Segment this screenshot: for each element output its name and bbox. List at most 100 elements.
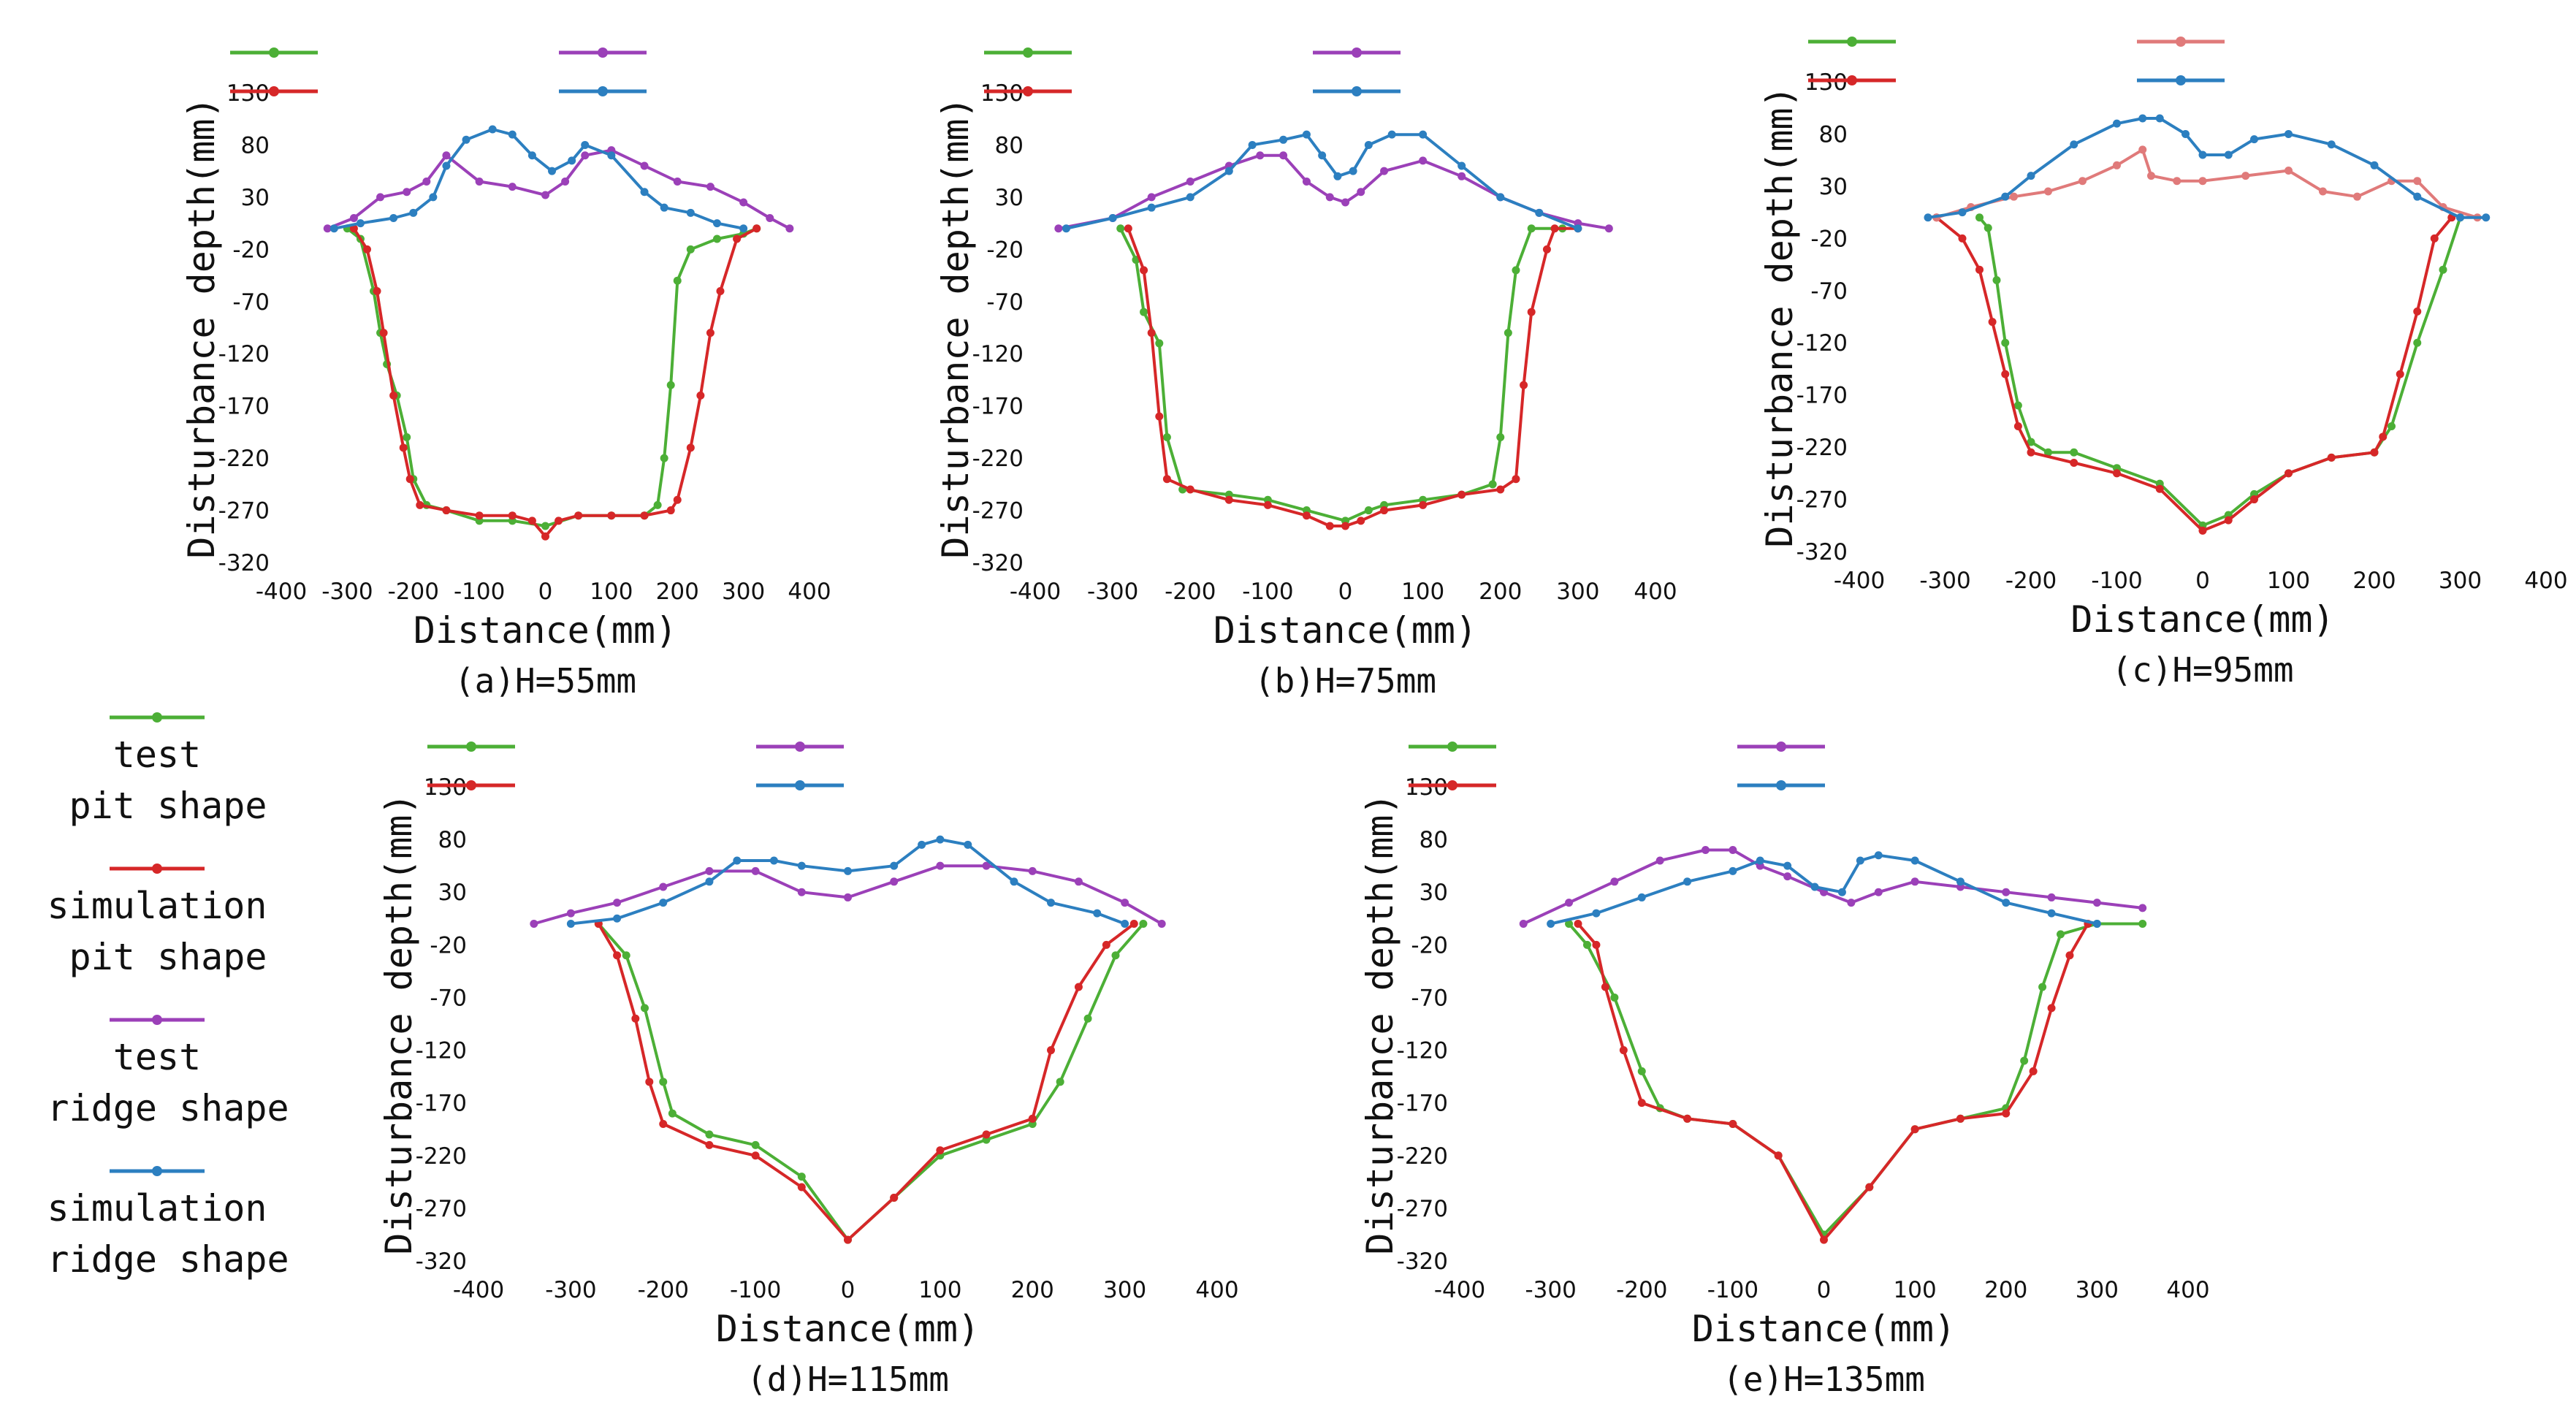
data-point	[1121, 919, 1129, 928]
y-tick-label: -70	[1810, 278, 1848, 305]
legend-swatch-marker	[1352, 86, 1362, 96]
data-point	[890, 1193, 899, 1202]
data-point	[2353, 192, 2361, 201]
data-point	[566, 909, 575, 918]
x-tick-label: -200	[2005, 568, 2057, 594]
x-tick-label: 0	[1817, 1277, 1832, 1303]
data-point	[403, 433, 411, 442]
data-point	[442, 151, 451, 160]
data-point	[1565, 899, 1574, 907]
y-tick-label: 80	[1819, 121, 1848, 148]
figure-legend: test pit shape simulation pit shape test ridg…	[47, 712, 289, 1281]
data-point	[1810, 883, 1819, 891]
data-point	[405, 475, 414, 484]
data-point	[527, 516, 536, 525]
legend-label-line2: ridge shape	[47, 1087, 289, 1129]
y-tick-label: 80	[241, 132, 270, 159]
data-point	[527, 151, 536, 160]
data-point	[936, 835, 945, 844]
y-tick-label: 30	[1819, 174, 1848, 200]
data-point	[1147, 193, 1156, 202]
data-point	[785, 224, 794, 233]
x-tick-label: 0	[2195, 568, 2210, 594]
x-tick-label: 300	[1103, 1277, 1146, 1303]
legend-swatch-marker	[2176, 37, 2186, 47]
data-point	[1592, 940, 1601, 949]
data-point	[2013, 401, 2022, 410]
data-point	[323, 224, 332, 233]
data-point	[1527, 308, 1536, 316]
data-point	[1783, 861, 1792, 870]
data-point	[488, 125, 497, 134]
data-point	[2439, 265, 2447, 274]
data-point	[1956, 1114, 1965, 1123]
data-point	[1837, 888, 1846, 896]
data-point	[752, 224, 761, 233]
data-point	[1457, 490, 1466, 499]
data-point	[2388, 422, 2396, 431]
data-point	[659, 883, 668, 891]
data-point	[1601, 983, 1609, 991]
legend-swatch-marker	[466, 742, 476, 752]
data-point	[541, 532, 549, 541]
chart-panel: 130 80 30 -20 -70 -120 -170 -220 -270 -320 -400 -30…	[934, 47, 1677, 701]
x-tick-label: 100	[1401, 579, 1444, 605]
series-line	[1568, 922, 2143, 1236]
data-point	[2070, 140, 2078, 149]
data-point	[2047, 1004, 2056, 1013]
data-point	[422, 177, 431, 186]
data-point	[1619, 1046, 1628, 1055]
data-point	[2327, 140, 2336, 149]
data-point	[2047, 893, 2056, 902]
data-point	[739, 224, 748, 233]
data-point	[2002, 899, 2011, 907]
data-point	[645, 1078, 654, 1086]
legend-entry: simulation ridge shape	[47, 1166, 289, 1281]
data-point	[712, 235, 721, 243]
legend-swatch	[427, 780, 515, 790]
data-point	[751, 1151, 760, 1160]
data-point	[1357, 188, 1365, 197]
x-tick-label: 400	[788, 579, 831, 605]
data-point	[1111, 951, 1120, 960]
data-series	[1932, 213, 2456, 535]
y-tick-label: -120	[218, 341, 270, 367]
data-point	[686, 245, 695, 254]
x-tick-label: 300	[2439, 568, 2482, 594]
data-point	[964, 840, 972, 849]
y-tick-label: -320	[416, 1249, 467, 1275]
data-point	[2078, 177, 2087, 186]
data-point	[918, 840, 926, 849]
y-tick-label: -220	[416, 1143, 467, 1170]
data-point	[705, 1130, 714, 1139]
legend-label-line1: test	[113, 1036, 201, 1078]
x-tick-label: -300	[1919, 568, 1970, 594]
data-point	[640, 188, 649, 197]
x-tick-label: -100	[1707, 1277, 1758, 1303]
y-tick-label: -220	[972, 446, 1024, 472]
y-tick-label: 30	[1420, 880, 1448, 906]
data-point	[1047, 1046, 1056, 1055]
data-point	[1527, 224, 1536, 233]
y-tick-label: -20	[986, 237, 1024, 263]
x-tick-label: 300	[2076, 1277, 2119, 1303]
x-tick-label: 100	[1894, 1277, 1937, 1303]
data-point	[2241, 172, 2250, 180]
y-tick-label: -270	[218, 498, 270, 525]
data-point	[1610, 993, 1619, 1002]
data-point	[2456, 213, 2464, 222]
data-point	[733, 235, 742, 243]
data-point	[2370, 448, 2379, 457]
data-point	[739, 198, 748, 207]
y-tick-label: -220	[1397, 1143, 1448, 1170]
x-tick-label: -200	[1165, 579, 1216, 605]
data-point	[1028, 1114, 1037, 1123]
series-line	[571, 838, 1126, 926]
data-point	[508, 130, 517, 139]
series-line	[1127, 226, 1578, 527]
data-point	[1683, 1114, 1692, 1123]
data-point	[2020, 1056, 2029, 1065]
data-point	[1701, 846, 1710, 855]
data-point	[613, 899, 622, 907]
